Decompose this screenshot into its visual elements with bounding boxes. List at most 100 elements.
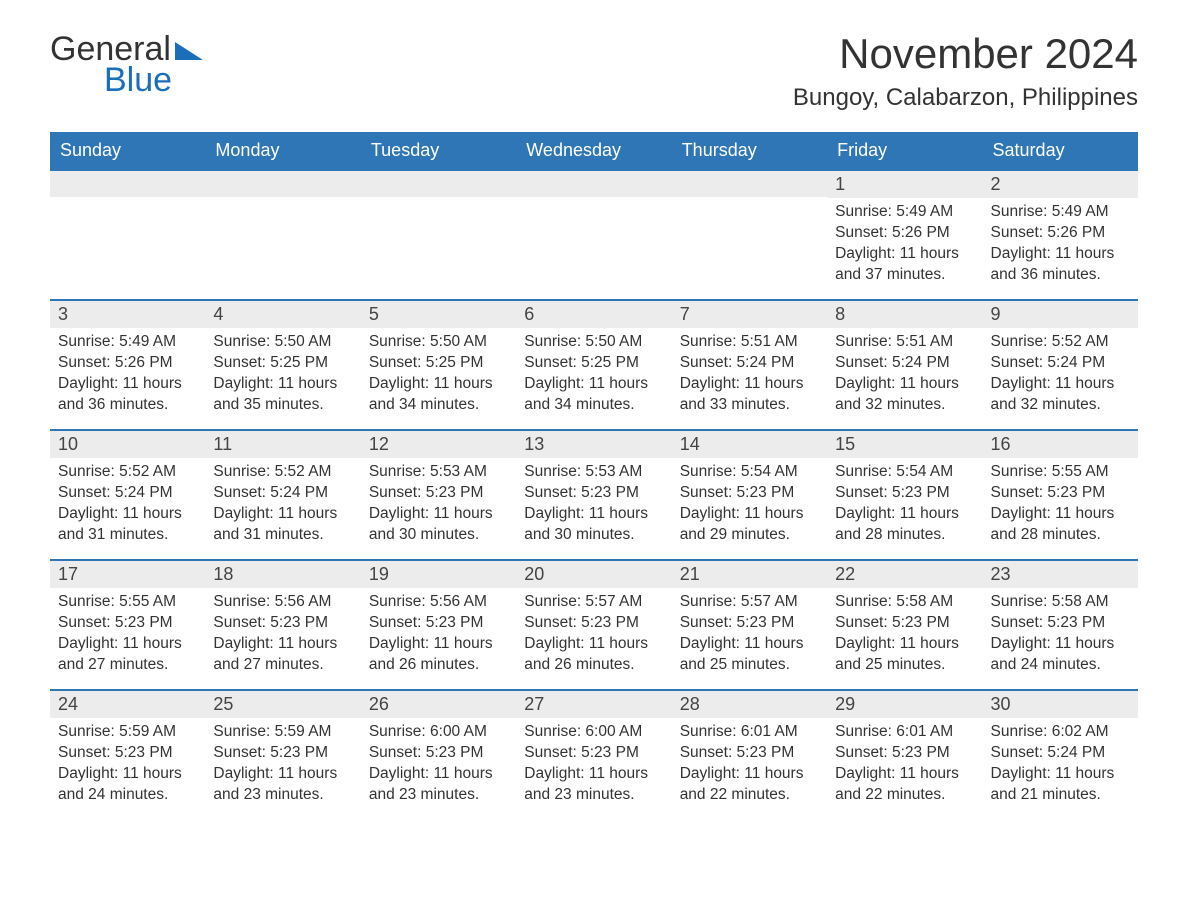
sunset-text: Sunset: 5:23 PM: [835, 613, 974, 634]
sunrise-text: Sunrise: 5:57 AM: [680, 592, 819, 613]
sunrise-text: Sunrise: 5:51 AM: [680, 332, 819, 353]
cell-body: Sunrise: 6:02 AMSunset: 5:24 PMDaylight:…: [983, 718, 1138, 812]
sunset-text: Sunset: 5:23 PM: [213, 743, 352, 764]
daylight-text: Daylight: 11 hours and 32 minutes.: [991, 374, 1130, 416]
daylight-text: Daylight: 11 hours and 25 minutes.: [835, 634, 974, 676]
calendar-cell: 18Sunrise: 5:56 AMSunset: 5:23 PMDayligh…: [205, 561, 360, 689]
title-block: November 2024 Bungoy, Calabarzon, Philip…: [793, 30, 1138, 112]
day-header: Thursday: [672, 132, 827, 169]
daylight-text: Daylight: 11 hours and 23 minutes.: [213, 764, 352, 806]
day-number: 25: [205, 691, 360, 718]
daylight-text: Daylight: 11 hours and 36 minutes.: [991, 244, 1130, 286]
day-number: 12: [361, 431, 516, 458]
cell-body: Sunrise: 6:01 AMSunset: 5:23 PMDaylight:…: [672, 718, 827, 812]
cell-body: Sunrise: 5:53 AMSunset: 5:23 PMDaylight:…: [516, 458, 671, 552]
sunset-text: Sunset: 5:23 PM: [58, 613, 197, 634]
calendar-cell: 3Sunrise: 5:49 AMSunset: 5:26 PMDaylight…: [50, 301, 205, 429]
sunrise-text: Sunrise: 5:51 AM: [835, 332, 974, 353]
day-number: 22: [827, 561, 982, 588]
sunset-text: Sunset: 5:24 PM: [213, 483, 352, 504]
sunrise-text: Sunrise: 5:49 AM: [835, 202, 974, 223]
daylight-text: Daylight: 11 hours and 23 minutes.: [524, 764, 663, 806]
calendar-cell: 13Sunrise: 5:53 AMSunset: 5:23 PMDayligh…: [516, 431, 671, 559]
cell-body: Sunrise: 5:49 AMSunset: 5:26 PMDaylight:…: [983, 198, 1138, 292]
day-number: [50, 171, 205, 197]
cell-body: Sunrise: 5:52 AMSunset: 5:24 PMDaylight:…: [205, 458, 360, 552]
day-number: 1: [827, 171, 982, 198]
sunset-text: Sunset: 5:23 PM: [680, 483, 819, 504]
daylight-text: Daylight: 11 hours and 27 minutes.: [58, 634, 197, 676]
day-number: 10: [50, 431, 205, 458]
calendar-cell: 8Sunrise: 5:51 AMSunset: 5:24 PMDaylight…: [827, 301, 982, 429]
day-number: 9: [983, 301, 1138, 328]
cell-body: Sunrise: 5:51 AMSunset: 5:24 PMDaylight:…: [827, 328, 982, 422]
day-number: [361, 171, 516, 197]
sunset-text: Sunset: 5:23 PM: [680, 743, 819, 764]
calendar-cell: 1Sunrise: 5:49 AMSunset: 5:26 PMDaylight…: [827, 171, 982, 299]
sunset-text: Sunset: 5:24 PM: [58, 483, 197, 504]
sunrise-text: Sunrise: 5:54 AM: [680, 462, 819, 483]
calendar-cell: 21Sunrise: 5:57 AMSunset: 5:23 PMDayligh…: [672, 561, 827, 689]
cell-body: Sunrise: 5:54 AMSunset: 5:23 PMDaylight:…: [827, 458, 982, 552]
daylight-text: Daylight: 11 hours and 31 minutes.: [58, 504, 197, 546]
calendar-cell: 4Sunrise: 5:50 AMSunset: 5:25 PMDaylight…: [205, 301, 360, 429]
daylight-text: Daylight: 11 hours and 34 minutes.: [524, 374, 663, 416]
sunrise-text: Sunrise: 5:56 AM: [213, 592, 352, 613]
calendar-cell: 14Sunrise: 5:54 AMSunset: 5:23 PMDayligh…: [672, 431, 827, 559]
sunrise-text: Sunrise: 5:53 AM: [524, 462, 663, 483]
day-number: 4: [205, 301, 360, 328]
calendar-cell: 12Sunrise: 5:53 AMSunset: 5:23 PMDayligh…: [361, 431, 516, 559]
day-number: 2: [983, 171, 1138, 198]
day-header: Friday: [827, 132, 982, 169]
calendar-cell-empty: [516, 171, 671, 299]
sunset-text: Sunset: 5:23 PM: [524, 743, 663, 764]
calendar-cell: 6Sunrise: 5:50 AMSunset: 5:25 PMDaylight…: [516, 301, 671, 429]
day-number: [672, 171, 827, 197]
sunrise-text: Sunrise: 5:58 AM: [991, 592, 1130, 613]
calendar-cell: 27Sunrise: 6:00 AMSunset: 5:23 PMDayligh…: [516, 691, 671, 819]
week-row: 1Sunrise: 5:49 AMSunset: 5:26 PMDaylight…: [50, 169, 1138, 299]
sunrise-text: Sunrise: 5:59 AM: [213, 722, 352, 743]
day-header-row: SundayMondayTuesdayWednesdayThursdayFrid…: [50, 132, 1138, 169]
sunset-text: Sunset: 5:23 PM: [213, 613, 352, 634]
day-number: 14: [672, 431, 827, 458]
daylight-text: Daylight: 11 hours and 27 minutes.: [213, 634, 352, 676]
day-number: 27: [516, 691, 671, 718]
day-number: 30: [983, 691, 1138, 718]
day-number: 11: [205, 431, 360, 458]
day-number: 8: [827, 301, 982, 328]
sunset-text: Sunset: 5:23 PM: [680, 613, 819, 634]
sunrise-text: Sunrise: 5:50 AM: [369, 332, 508, 353]
cell-body: Sunrise: 5:56 AMSunset: 5:23 PMDaylight:…: [361, 588, 516, 682]
location-text: Bungoy, Calabarzon, Philippines: [793, 84, 1138, 112]
cell-body: Sunrise: 5:55 AMSunset: 5:23 PMDaylight:…: [983, 458, 1138, 552]
sunrise-text: Sunrise: 5:52 AM: [991, 332, 1130, 353]
day-number: [516, 171, 671, 197]
daylight-text: Daylight: 11 hours and 26 minutes.: [524, 634, 663, 676]
calendar-cell: 19Sunrise: 5:56 AMSunset: 5:23 PMDayligh…: [361, 561, 516, 689]
daylight-text: Daylight: 11 hours and 26 minutes.: [369, 634, 508, 676]
daylight-text: Daylight: 11 hours and 24 minutes.: [991, 634, 1130, 676]
sunset-text: Sunset: 5:23 PM: [835, 743, 974, 764]
sunrise-text: Sunrise: 5:59 AM: [58, 722, 197, 743]
calendar-cell-empty: [50, 171, 205, 299]
day-header: Saturday: [983, 132, 1138, 169]
daylight-text: Daylight: 11 hours and 30 minutes.: [369, 504, 508, 546]
daylight-text: Daylight: 11 hours and 28 minutes.: [835, 504, 974, 546]
daylight-text: Daylight: 11 hours and 37 minutes.: [835, 244, 974, 286]
calendar-cell: 24Sunrise: 5:59 AMSunset: 5:23 PMDayligh…: [50, 691, 205, 819]
cell-body: Sunrise: 5:59 AMSunset: 5:23 PMDaylight:…: [205, 718, 360, 812]
calendar-cell: 11Sunrise: 5:52 AMSunset: 5:24 PMDayligh…: [205, 431, 360, 559]
daylight-text: Daylight: 11 hours and 23 minutes.: [369, 764, 508, 806]
sunrise-text: Sunrise: 5:49 AM: [991, 202, 1130, 223]
sunrise-text: Sunrise: 5:50 AM: [524, 332, 663, 353]
sunrise-text: Sunrise: 5:57 AM: [524, 592, 663, 613]
calendar-cell: 10 Sunrise: 5:52 AMSunset: 5:24 PMDayligh…: [50, 431, 205, 559]
sunset-text: Sunset: 5:23 PM: [991, 483, 1130, 504]
day-number: 21: [672, 561, 827, 588]
day-number: 15: [827, 431, 982, 458]
sunrise-text: Sunrise: 5:53 AM: [369, 462, 508, 483]
sunrise-text: Sunrise: 5:52 AM: [58, 462, 197, 483]
sunrise-text: Sunrise: 5:49 AM: [58, 332, 197, 353]
calendar-cell: 7Sunrise: 5:51 AMSunset: 5:24 PMDaylight…: [672, 301, 827, 429]
